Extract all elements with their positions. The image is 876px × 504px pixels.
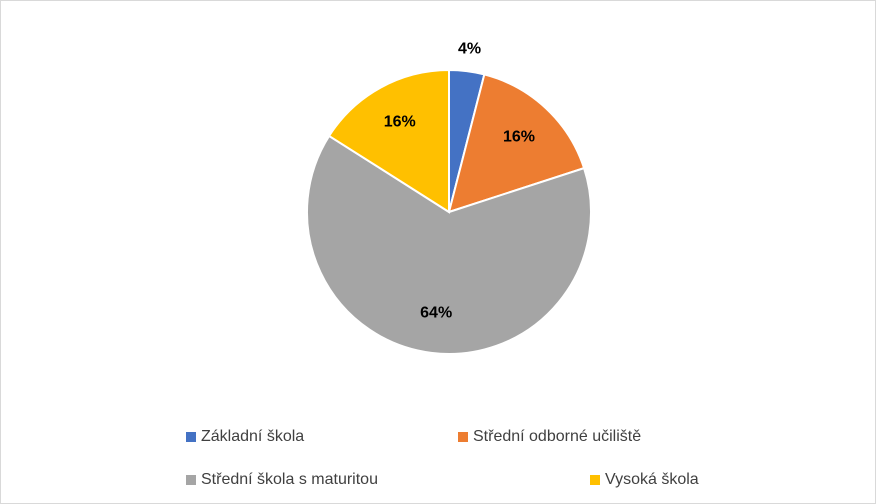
legend-label: Střední škola s maturitou: [201, 471, 378, 488]
data-label: 4%: [458, 41, 481, 58]
pie-slice: [327, 68, 450, 214]
legend-label: Střední odborné učiliště: [473, 428, 641, 445]
pie-slice: [447, 73, 586, 214]
data-label: 64%: [420, 305, 452, 322]
pie-slice: [306, 134, 592, 355]
legend-label: Vysoká škola: [605, 471, 699, 488]
legend-swatch: [186, 432, 196, 442]
data-label: 16%: [384, 114, 416, 131]
legend-swatch: [186, 475, 196, 485]
legend-swatch: [458, 432, 468, 442]
legend-label: Základní škola: [201, 428, 304, 445]
data-label: 16%: [503, 129, 535, 146]
legend-swatch: [590, 475, 600, 485]
